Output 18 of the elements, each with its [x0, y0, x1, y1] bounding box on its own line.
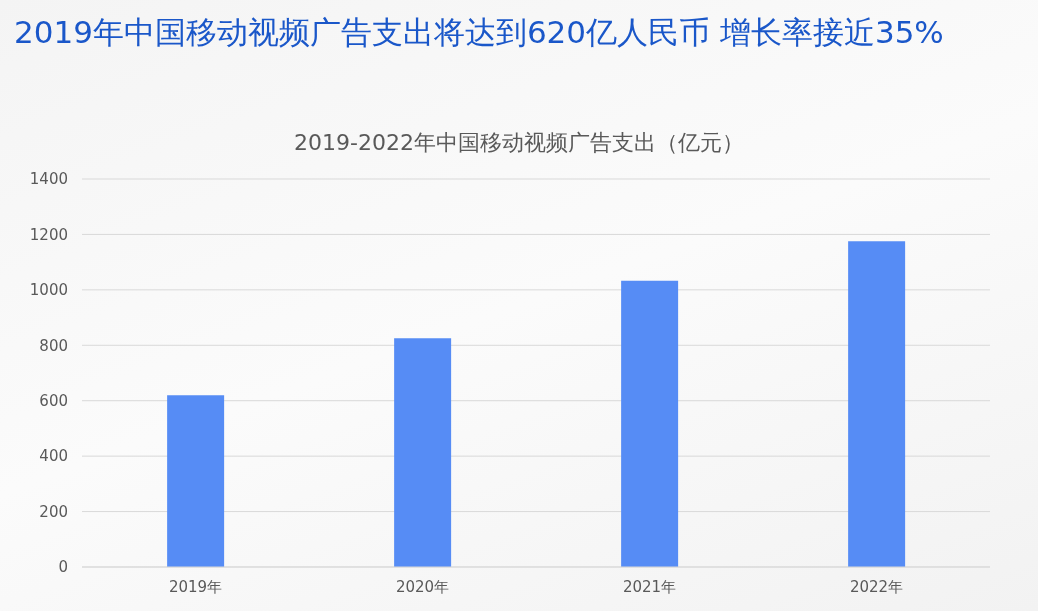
x-tick-label: 2019年	[168, 577, 223, 596]
bar	[621, 280, 679, 567]
x-tick-label: 2021年	[622, 577, 677, 596]
y-tick-label: 1000	[29, 281, 68, 300]
y-tick-label: 0	[58, 558, 68, 577]
x-tick-label: 2022年	[849, 577, 904, 596]
bar	[167, 395, 225, 567]
x-tick-label: 2020年	[395, 577, 450, 596]
y-tick-label: 800	[39, 336, 68, 355]
bar	[848, 241, 906, 567]
chart-title: 2019年中国移动视频广告支出将达到620亿人民币 增长率接近35%	[14, 13, 944, 52]
y-tick-label: 600	[39, 392, 68, 411]
chart-subtitle: 2019-2022年中国移动视频广告支出（亿元）	[293, 129, 745, 157]
bar	[394, 338, 452, 567]
y-tick-label: 400	[39, 447, 68, 466]
y-tick-label: 1200	[29, 225, 68, 244]
y-tick-label: 1400	[29, 170, 68, 189]
y-tick-label: 200	[39, 502, 68, 521]
